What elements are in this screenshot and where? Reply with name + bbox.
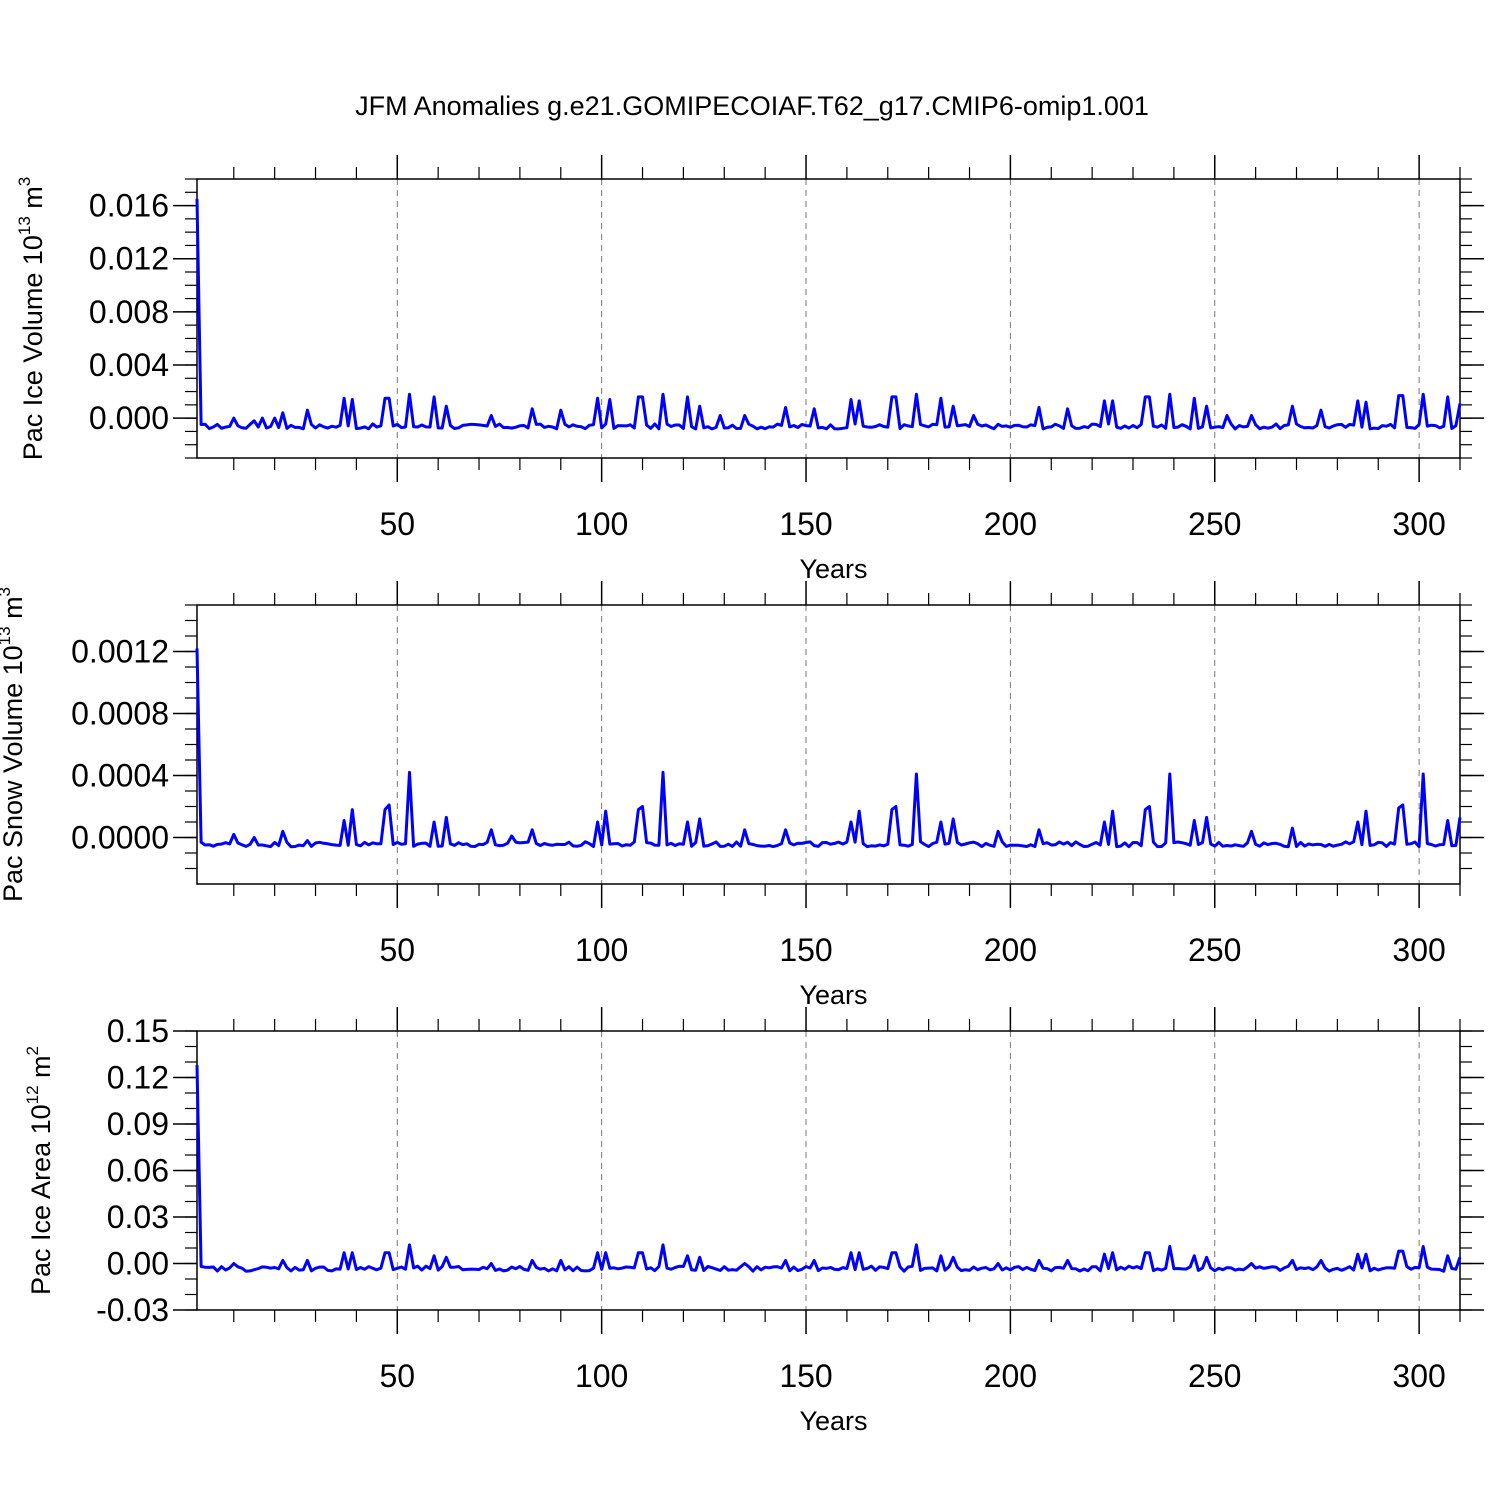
y-tick-label: 0.000: [89, 400, 169, 436]
x-tick-label: 150: [779, 506, 832, 542]
x-tick-label: 150: [779, 932, 832, 968]
x-tick-label: 300: [1392, 506, 1445, 542]
y-tick-label: 0.0004: [71, 758, 169, 794]
x-tick-label: 50: [379, 1358, 415, 1394]
x-tick-label: 200: [984, 506, 1037, 542]
y-axis-title: Pac Snow Volume 1013 m3: [0, 587, 28, 902]
x-tick-label: 100: [575, 932, 628, 968]
x-tick-label: 250: [1188, 932, 1241, 968]
x-axis-title: Years: [799, 980, 867, 1010]
main-title: JFM Anomalies g.e21.GOMIPECOIAF.T62_g17.…: [355, 91, 1149, 121]
y-tick-label: 0.0000: [71, 820, 169, 856]
series-line: [195, 1065, 1462, 1273]
series-line: [195, 198, 1462, 431]
x-tick-label: 100: [575, 506, 628, 542]
x-tick-label: 150: [779, 1358, 832, 1394]
series-line: [195, 648, 1462, 849]
y-tick-label: 0.15: [107, 1013, 169, 1049]
y-tick-label: 0.016: [89, 188, 169, 224]
x-axis-title: Years: [799, 1406, 867, 1436]
panel-3: -0.03 0.00 0.03 0.06 0.09 0.12 0.15 50 100 150 200…: [23, 1007, 1484, 1436]
x-axis-title: Years: [799, 554, 867, 584]
plot-frame: [196, 178, 1461, 459]
y-tick-label: 0.008: [89, 294, 169, 330]
x-tick-label: 50: [379, 506, 415, 542]
panels: 0.000 0.004 0.008 0.012 0.016 50 100 150 200 250 3…: [0, 155, 1484, 1436]
y-tick-label: -0.03: [96, 1292, 169, 1328]
x-tick-label: 50: [379, 932, 415, 968]
y-tick-label: 0.00: [107, 1246, 169, 1282]
y-tick-label: 0.0008: [71, 696, 169, 732]
y-tick-label: 0.12: [107, 1060, 169, 1096]
y-tick-label: 0.0012: [71, 634, 169, 670]
x-tick-label: 300: [1392, 1358, 1445, 1394]
y-tick-label: 0.004: [89, 347, 169, 383]
panel-1: 0.000 0.004 0.008 0.012 0.016 50 100 150 200 250 3…: [15, 155, 1484, 584]
x-tick-label: 250: [1188, 1358, 1241, 1394]
y-tick-label: 0.09: [107, 1106, 169, 1142]
y-tick-label: 0.06: [107, 1153, 169, 1189]
panel-2: 0.0000 0.0004 0.0008 0.0012 50 100 150 200 250 30…: [0, 581, 1484, 1010]
y-axis-title: Pac Ice Area 1012 m2: [23, 1046, 56, 1295]
y-axis-title: Pac Ice Volume 1013 m3: [15, 177, 48, 461]
x-tick-label: 100: [575, 1358, 628, 1394]
y-tick-label: 0.03: [107, 1199, 169, 1235]
y-tick-label: 0.012: [89, 241, 169, 277]
x-tick-label: 300: [1392, 932, 1445, 968]
x-tick-label: 200: [984, 932, 1037, 968]
x-tick-label: 250: [1188, 506, 1241, 542]
x-tick-label: 200: [984, 1358, 1037, 1394]
